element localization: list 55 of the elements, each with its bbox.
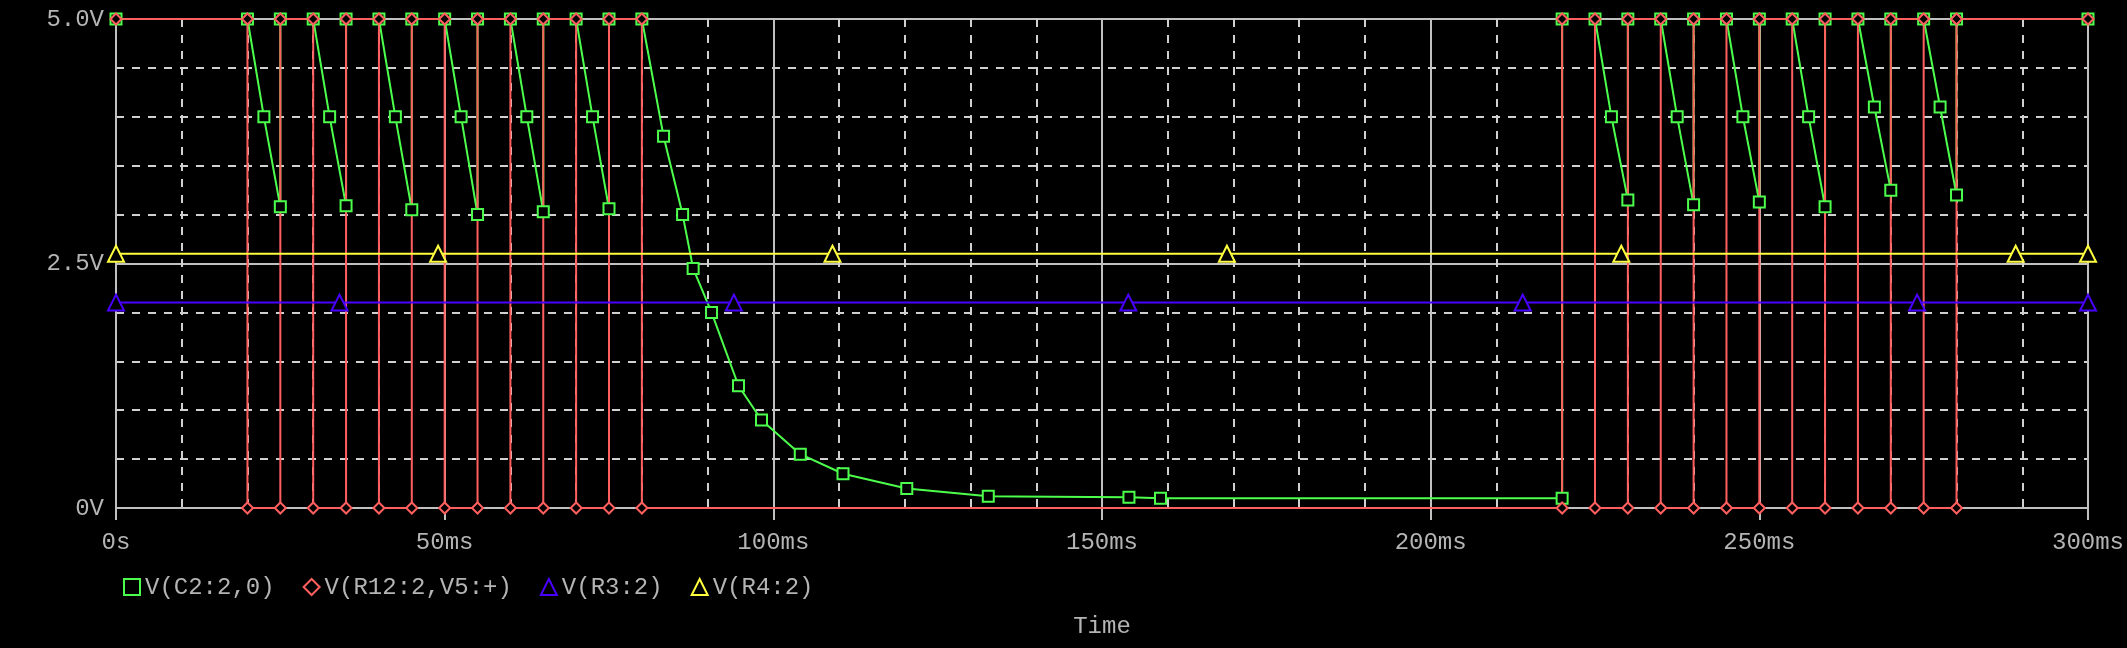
y-tick-label: 2.5V	[46, 250, 105, 277]
point	[2078, 293, 2097, 312]
point	[471, 501, 485, 515]
point	[1555, 501, 1569, 515]
point	[635, 501, 649, 515]
legend-label: V(R3:2)	[561, 573, 663, 601]
point	[1687, 501, 1701, 515]
point	[2078, 244, 2097, 263]
legend-label: V(C2:2,0)	[145, 573, 275, 601]
point	[503, 501, 517, 515]
y-tick-label: 5.0V	[46, 5, 105, 33]
x-tick-label: 300ms	[2051, 528, 2124, 556]
point	[2006, 244, 2025, 263]
point	[1119, 293, 1138, 312]
x-tick-label: 100ms	[737, 528, 810, 556]
point	[438, 501, 452, 515]
point	[1950, 501, 1964, 515]
point	[1785, 501, 1799, 515]
x-tick-label: 250ms	[1723, 528, 1796, 556]
point	[1513, 293, 1532, 312]
point	[107, 244, 125, 263]
point	[1719, 501, 1733, 515]
point	[405, 501, 419, 515]
point	[107, 293, 125, 312]
x-tick-label: 0s	[101, 528, 131, 556]
point	[1588, 501, 1602, 515]
point	[724, 293, 743, 312]
x-tick-label: 200ms	[1394, 528, 1467, 556]
point	[823, 244, 842, 263]
point	[330, 293, 349, 312]
point	[569, 501, 583, 515]
point	[1654, 501, 1668, 515]
point	[240, 501, 254, 515]
point	[1752, 501, 1766, 515]
point	[273, 501, 287, 515]
point	[339, 501, 353, 515]
point	[1851, 501, 1865, 515]
point	[1908, 293, 1927, 312]
x-tick-label: 150ms	[1065, 528, 1138, 556]
point	[1621, 501, 1635, 515]
legend-label: V(R4:2)	[712, 573, 814, 601]
legend-label: V(R12:2,V5:+)	[324, 573, 512, 601]
point	[1612, 244, 1631, 263]
point	[1917, 501, 1931, 515]
point	[1884, 501, 1898, 515]
point	[372, 501, 386, 515]
y-tick-label: 0V	[75, 494, 105, 522]
x-axis-title: Time	[1073, 612, 1131, 640]
point	[1818, 501, 1832, 515]
point	[1217, 244, 1236, 263]
point	[429, 244, 448, 263]
point	[536, 501, 550, 515]
x-tick-label: 50ms	[415, 528, 474, 556]
point	[306, 501, 320, 515]
point	[602, 501, 616, 515]
